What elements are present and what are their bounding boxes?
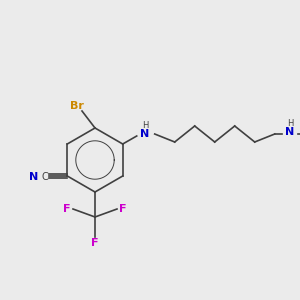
Text: Br: Br xyxy=(70,101,84,111)
Text: C: C xyxy=(42,172,49,182)
Text: F: F xyxy=(91,238,99,248)
Text: F: F xyxy=(119,204,127,214)
Text: N: N xyxy=(29,172,38,182)
Text: H: H xyxy=(287,119,294,128)
Text: N: N xyxy=(140,129,149,139)
Text: F: F xyxy=(63,204,71,214)
Text: H: H xyxy=(142,122,149,130)
Text: N: N xyxy=(285,127,294,137)
